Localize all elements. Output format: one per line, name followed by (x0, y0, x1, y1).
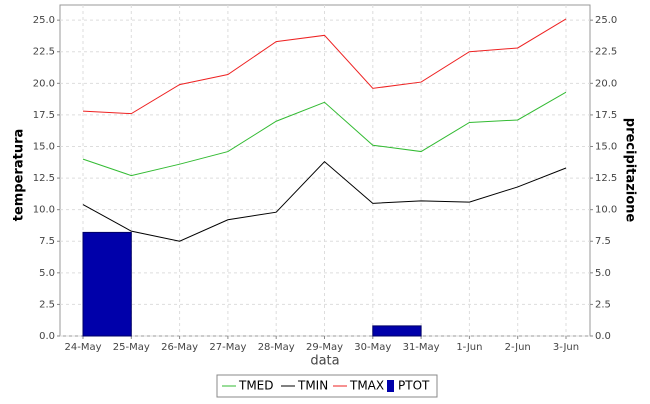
line-series (82, 18, 567, 115)
y2-tick-label: 25.0 (595, 15, 617, 26)
bar (82, 231, 132, 337)
x-tick-label: 1-Jun (456, 342, 482, 353)
y-tick-label: 22.5 (33, 47, 55, 58)
y-tick-label: 2.5 (39, 299, 55, 310)
y2-axis-label: precipitazione (623, 118, 638, 223)
y-tick-label: 12.5 (33, 173, 55, 184)
y2-tick-label: 2.5 (595, 299, 611, 310)
y-tick-label: 0.0 (39, 331, 55, 342)
y2-tick-label: 10.0 (595, 205, 617, 216)
y-tick-label: 25.0 (33, 15, 55, 26)
legend-box (216, 374, 438, 398)
x-tick-label: 2-Jun (505, 342, 531, 353)
x-tick-label: 30-May (354, 342, 391, 353)
legend-label: PTOT (398, 379, 430, 393)
legend-label: TMAX (349, 379, 384, 393)
x-tick-label: 25-May (113, 342, 150, 353)
y-tick-label: 15.0 (33, 141, 55, 152)
y-tick-label: 10.0 (33, 205, 55, 216)
legend-label: TMED (238, 379, 274, 393)
y-tick-label: 5.0 (39, 268, 55, 279)
y2-tick-label: 7.5 (595, 236, 611, 247)
line-series (82, 91, 567, 177)
x-tick-label: 26-May (161, 342, 198, 353)
bar (372, 325, 422, 337)
x-tick-label: 31-May (403, 342, 440, 353)
y-tick-label: 20.0 (33, 78, 55, 89)
y-tick-label: 17.5 (33, 110, 55, 121)
y2-tick-label: 15.0 (595, 141, 617, 152)
y2-tick-label: 5.0 (595, 268, 611, 279)
y2-tick-label: 17.5 (595, 110, 617, 121)
x-tick-label: 3-Jun (553, 342, 579, 353)
y-axis-label: temperatura (12, 129, 27, 222)
legend-swatch (387, 380, 394, 392)
x-axis-label: data (310, 354, 339, 369)
y2-tick-label: 0.0 (595, 331, 611, 342)
y2-tick-label: 20.0 (595, 78, 617, 89)
y-tick-label: 7.5 (39, 236, 55, 247)
x-tick-label: 28-May (258, 342, 295, 353)
y2-tick-label: 12.5 (595, 173, 617, 184)
x-tick-label: 29-May (306, 342, 343, 353)
legend-label: TMIN (297, 379, 328, 393)
x-tick-label: 27-May (209, 342, 246, 353)
line-series (82, 160, 567, 242)
y2-tick-label: 22.5 (595, 47, 617, 58)
x-tick-label: 24-May (64, 342, 101, 353)
